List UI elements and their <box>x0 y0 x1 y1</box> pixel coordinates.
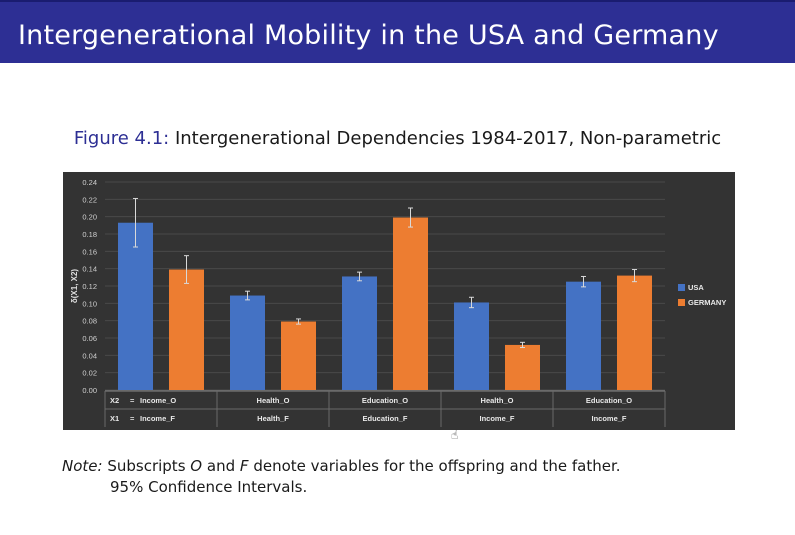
y-tick-label: 0.20 <box>82 213 97 222</box>
bar-usa-5 <box>566 281 601 390</box>
y-tick-label: 0.06 <box>82 334 97 343</box>
figure-caption: Figure 4.1: Intergenerational Dependenci… <box>0 128 795 149</box>
y-tick-label: 0.04 <box>82 351 97 360</box>
x1-label: Education_F <box>362 414 407 423</box>
bar-usa-3 <box>342 276 377 390</box>
bar-usa-1 <box>118 222 153 390</box>
y-tick-label: 0.22 <box>82 195 97 204</box>
y-tick-label: 0.12 <box>82 282 97 291</box>
y-tick-label: 0.18 <box>82 230 97 239</box>
legend-swatch-germany <box>678 299 685 306</box>
row-label-x2: X2 <box>110 396 119 405</box>
slide-title: Intergenerational Mobility in the USA an… <box>18 20 719 51</box>
x1-label: Health_F <box>257 414 289 423</box>
note-line-2: 95% Confidence Intervals. <box>110 478 308 496</box>
y-axis-label: δ(X1, X2) <box>70 269 79 304</box>
hand-pointer-icon: ☝ <box>451 428 459 442</box>
bar-germany-1 <box>169 269 204 390</box>
y-tick-label: 0.02 <box>82 369 97 378</box>
bar-germany-4 <box>505 344 540 390</box>
bar-germany-2 <box>281 321 316 390</box>
x1-label: Income_F <box>591 414 626 423</box>
note-text-2: and <box>206 457 236 475</box>
bar-germany-5 <box>617 275 652 390</box>
chart-svg: 0.00 0.02 0.04 0.06 0.08 0.10 0.12 0.14 0.16 0.18… <box>70 178 726 427</box>
note-subscript-f: F <box>239 457 249 475</box>
figure-note: Note: Subscripts O and F denote variable… <box>62 456 621 498</box>
bar-usa-4 <box>454 302 489 390</box>
bar-germany-3 <box>393 217 428 390</box>
legend-label-usa: USA <box>688 283 704 292</box>
y-tick-label: 0.10 <box>82 299 97 308</box>
x2-label: Education_O <box>362 396 408 405</box>
figure-caption-text: Intergenerational Dependencies 1984-2017… <box>174 128 722 149</box>
x2-label: Health_O <box>481 396 514 405</box>
y-tick-label: 0.24 <box>82 178 97 187</box>
x1-label: Income_F <box>479 414 514 423</box>
y-tick-label: 0.16 <box>82 247 97 256</box>
row-separator: = <box>130 414 135 423</box>
y-tick-label: 0.08 <box>82 317 97 326</box>
figure-label: Figure 4.1: <box>73 128 170 149</box>
row-label-x1: X1 <box>110 414 119 423</box>
x2-label: Education_O <box>586 396 632 405</box>
note-text-1: Subscripts <box>107 457 186 475</box>
x1-label: Income_F <box>140 414 175 423</box>
x2-label: Income_O <box>140 396 176 405</box>
legend-label-germany: GERMANY <box>688 298 726 307</box>
note-text-3: denote variables for the offspring and t… <box>253 457 621 475</box>
note-subscript-o: O <box>190 457 203 475</box>
y-tick-label: 0.14 <box>82 265 97 274</box>
slide-title-bar: Intergenerational Mobility in the USA an… <box>0 0 795 63</box>
x2-label: Health_O <box>257 396 290 405</box>
bar-chart: 0.00 0.02 0.04 0.06 0.08 0.10 0.12 0.14 0.16 0.18… <box>63 172 735 430</box>
y-tick-label: 0.00 <box>82 386 97 395</box>
note-label: Note: <box>62 457 103 475</box>
row-separator: = <box>130 396 135 405</box>
bar-usa-2 <box>230 295 265 390</box>
legend-swatch-usa <box>678 284 685 291</box>
